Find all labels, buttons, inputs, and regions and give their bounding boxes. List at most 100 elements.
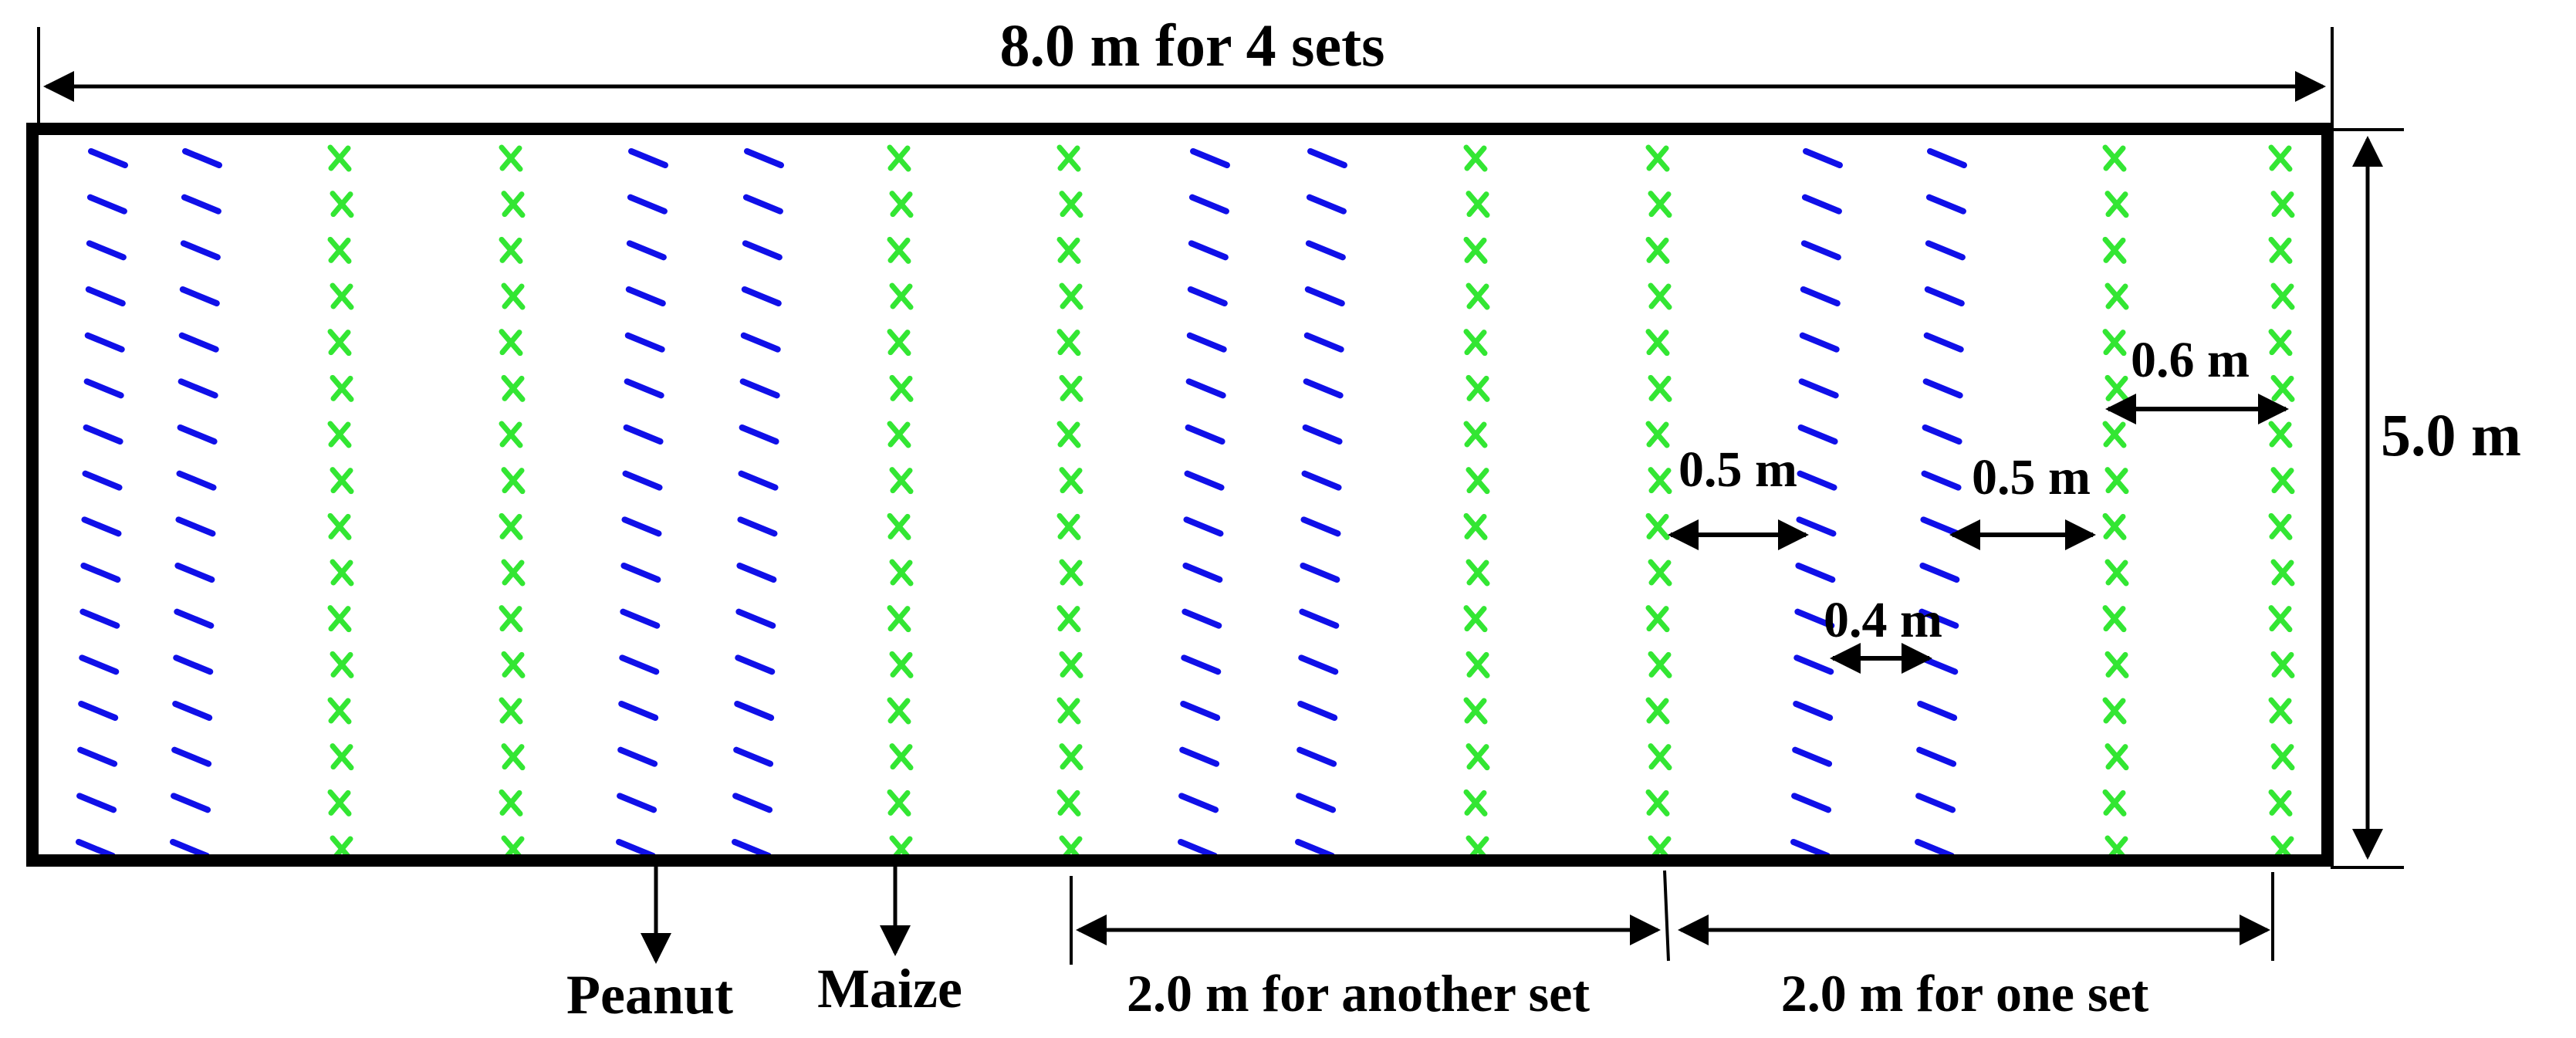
maize-plant-mark	[2104, 467, 2129, 495]
peanut-plant-mark	[174, 608, 215, 629]
peanut-plant-mark	[735, 654, 776, 675]
peanut-plant-mark	[621, 516, 662, 537]
crop-rows	[76, 144, 2295, 863]
peanut-plant-mark	[1800, 286, 1841, 306]
peanut-plant-mark	[1801, 194, 1842, 215]
maize-plant-mark	[1645, 512, 1670, 540]
maize-plant-mark	[2270, 191, 2295, 218]
peanut-plant-mark	[1188, 240, 1229, 261]
maize-plant-mark	[327, 512, 352, 540]
maize-row	[2102, 144, 2129, 863]
peanut-plant-mark	[181, 194, 221, 215]
peanut-plant-mark	[1188, 194, 1229, 215]
maize-plant-mark	[2268, 512, 2293, 540]
peanut-plant-mark	[79, 608, 120, 629]
peanut-plant-mark	[1918, 608, 1959, 629]
peanut-plant-mark	[732, 839, 772, 859]
one-set-label: 2.0 m for one set	[1781, 964, 2149, 1023]
peanut-plant-mark	[1190, 148, 1230, 168]
maize-plant-mark	[327, 236, 352, 264]
maize-plant-mark	[887, 329, 911, 357]
peanut-plant-mark	[623, 424, 664, 445]
peanut-plant-mark	[1305, 240, 1346, 261]
maize-plant-mark	[499, 329, 523, 357]
maize-plant-mark	[1056, 421, 1081, 448]
peanut-plant-mark	[1915, 793, 1956, 813]
maize-plant-mark	[1463, 605, 1488, 633]
maize-plant-mark	[1648, 559, 1672, 587]
peanut-plant-mark	[1181, 654, 1222, 675]
maize-plant-mark	[499, 512, 523, 540]
maize-plant-mark	[501, 559, 526, 587]
maize-plant-mark	[1465, 651, 1490, 678]
maize-plant-mark	[889, 282, 914, 310]
maize-plant-mark	[2102, 421, 2127, 448]
maize-plant-mark	[2270, 651, 2295, 678]
maize-plant-mark	[1059, 282, 1083, 310]
peanut-plant-mark	[1307, 148, 1347, 168]
peanut-plant-mark	[177, 378, 218, 399]
peanut-plant-mark	[734, 701, 775, 721]
maize-plant-mark	[2270, 374, 2295, 402]
peanut-plant-mark	[173, 654, 214, 675]
maize-plant-mark	[1648, 651, 1672, 678]
maize-plant-mark	[889, 374, 914, 402]
peanut-plant-mark	[1792, 746, 1833, 767]
maize-plant-mark	[330, 743, 354, 771]
peanut-plant-mark	[1925, 194, 1966, 215]
peanut-plant-mark	[170, 839, 210, 859]
peanut-plant-mark	[1924, 286, 1965, 306]
maize-plant-mark	[2270, 282, 2295, 310]
maize-plant-mark	[1463, 144, 1488, 172]
peanut-plant-mark	[1300, 563, 1340, 583]
peanut-plant-mark	[620, 608, 661, 629]
peanut-plant-mark	[85, 286, 126, 306]
peanut-maize-gap-label-right: 0.5 m	[1972, 449, 2091, 505]
maize-plant-mark	[2270, 559, 2295, 587]
peanut-plant-mark	[1799, 332, 1840, 353]
maize-plant-mark	[2268, 421, 2293, 448]
maize-plant-mark	[1056, 329, 1081, 357]
maize-plant-mark	[327, 144, 352, 172]
maize-plant-mark	[1645, 605, 1670, 633]
maize-plant-mark	[1465, 374, 1490, 402]
peanut-row	[1915, 148, 1967, 859]
peanut-row	[732, 148, 784, 859]
maize-plant-mark	[1645, 329, 1670, 357]
peanut-plant-mark	[1925, 240, 1966, 261]
maize-plant-mark	[889, 467, 914, 495]
maize-plant-mark	[1463, 236, 1488, 264]
peanut-plant-mark	[1296, 793, 1337, 813]
peanut-peanut-gap-label: 0.4 m	[1824, 592, 1942, 648]
peanut-plant-mark	[83, 378, 124, 399]
maize-plant-mark	[501, 467, 526, 495]
maize-plant-mark	[1059, 651, 1083, 678]
peanut-plant-mark	[1920, 516, 1961, 537]
maize-plant-mark	[2104, 374, 2129, 402]
maize-plant-mark	[889, 743, 914, 771]
maize-plant-mark	[1645, 789, 1670, 817]
maize-plant-mark	[887, 236, 911, 264]
maize-row	[887, 144, 914, 863]
peanut-plant-mark	[1187, 286, 1228, 306]
peanut-plant-mark	[1794, 608, 1835, 629]
peanut-plant-mark	[1916, 746, 1957, 767]
maize-plant-mark	[501, 743, 526, 771]
peanut-plant-mark	[1800, 240, 1841, 261]
peanut-plant-mark	[1178, 839, 1218, 859]
peanut-plant-mark	[88, 148, 128, 168]
peanut-plant-mark	[738, 470, 779, 491]
maize-plant-mark	[2104, 191, 2129, 218]
peanut-row	[1178, 148, 1230, 859]
peanut-plant-mark	[733, 746, 774, 767]
maize-row	[327, 144, 354, 863]
maize-plant-mark	[889, 191, 914, 218]
total-width-label: 8.0 m for 4 sets	[1000, 12, 1385, 79]
peanut-plant-mark	[740, 332, 781, 353]
another-set-extension-right	[1663, 870, 1670, 962]
maize-plant-mark	[1645, 236, 1670, 264]
maize-plant-mark	[499, 697, 523, 725]
maize-plant-mark	[1059, 559, 1083, 587]
peanut-plant-mark	[1184, 470, 1225, 491]
